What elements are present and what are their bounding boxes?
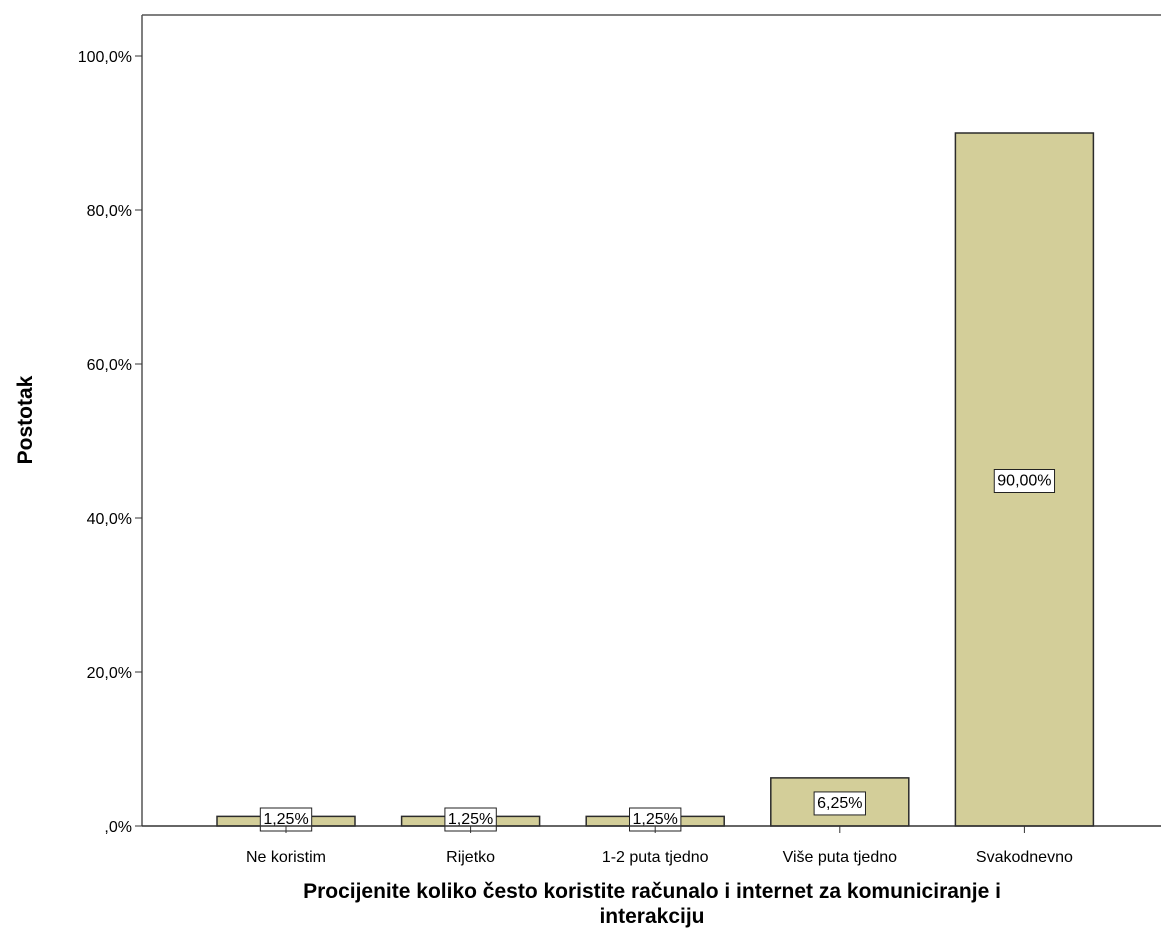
x-axis: Ne koristim Rijetko 1-2 puta tjedno Više pu… bbox=[142, 825, 1161, 866]
x-axis-title-line-2: interakciju bbox=[599, 905, 704, 928]
x-axis-title-line-1: Procijenite koliko često koristite račun… bbox=[303, 880, 1001, 903]
x-tick-label: Ne koristim bbox=[246, 849, 326, 866]
y-axis: ,0% 20,0% 40,0% 60,0% 80,0% 100,0% bbox=[78, 49, 142, 836]
x-tick-label: Rijetko bbox=[446, 849, 495, 866]
data-label-text: 90,00% bbox=[997, 473, 1051, 490]
data-label: 6,25% bbox=[813, 791, 866, 816]
y-tick-label: 100,0% bbox=[78, 49, 132, 66]
y-tick-label: 20,0% bbox=[87, 665, 132, 682]
x-tick-label: Više puta tjedno bbox=[783, 849, 898, 866]
y-tick-label: ,0% bbox=[104, 819, 132, 836]
x-tick-label: 1-2 puta tjedno bbox=[602, 849, 709, 866]
x-tick-label: Svakodnevno bbox=[976, 849, 1073, 866]
bars: 1,25% 1,25% 1,25% 6,25% 90,00% bbox=[216, 132, 1095, 832]
data-label-text: 1,25% bbox=[263, 811, 308, 828]
y-axis-title: Postotak bbox=[14, 375, 37, 464]
y-tick-label: 80,0% bbox=[87, 203, 132, 220]
y-tick-label: 40,0% bbox=[87, 511, 132, 528]
data-label-text: 1,25% bbox=[448, 811, 493, 828]
data-label-box bbox=[813, 791, 866, 816]
plot-frame bbox=[141, 14, 1161, 826]
y-tick-label: 60,0% bbox=[87, 357, 132, 374]
data-label: 90,00% bbox=[993, 469, 1056, 493]
data-label-box bbox=[993, 469, 1056, 493]
data-label-text: 1,25% bbox=[633, 811, 678, 828]
data-label-text: 6,25% bbox=[817, 795, 862, 812]
